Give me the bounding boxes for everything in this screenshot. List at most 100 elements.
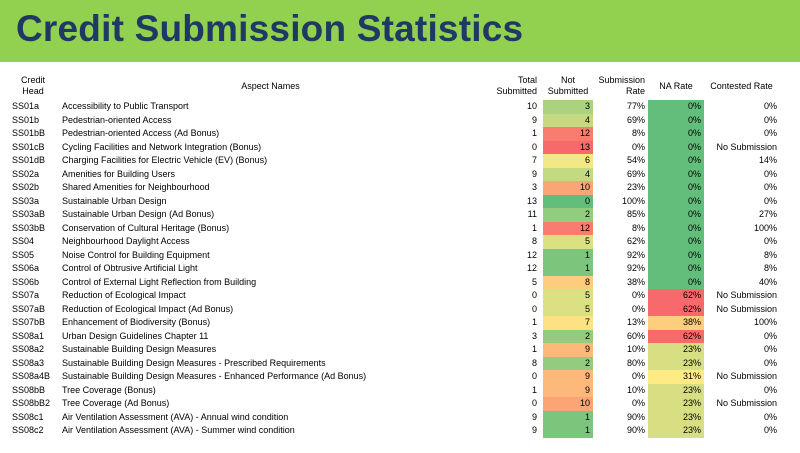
credit-head-cell: SS08a3 <box>12 357 45 368</box>
not-submitted-cell: 6 <box>543 154 593 168</box>
na-rate-cell: 23% <box>648 343 704 357</box>
table-row: SS07aB Reduction of Ecological Impact (Ad… <box>8 302 779 316</box>
table-row: SS03bB Conservation of Cultural Heritage … <box>8 221 779 235</box>
contested-rate-cell: 0% <box>763 114 777 125</box>
credit-head-cell: SS02b <box>12 182 40 192</box>
table-row: SS01b Pedestrian-oriented Access 9 4 69% 0% 0% <box>8 113 779 127</box>
aspect-name-cell: Charging Facilities for Electric Vehicle… <box>62 155 268 165</box>
na-rate-cell: 62% <box>648 329 704 343</box>
contested-rate-cell: 0% <box>763 168 777 179</box>
credit-head-cell: SS06a <box>12 263 40 273</box>
header-not-submitted: Not Submitted <box>547 75 589 96</box>
not-submitted-cell: 13 <box>543 140 593 154</box>
contested-rate-cell: 0% <box>763 182 777 192</box>
credit-head-cell: SS03aB <box>12 209 46 219</box>
not-submitted-cell: 2 <box>543 329 593 343</box>
credit-head-cell: SS08a1 <box>12 330 45 341</box>
not-submitted-cell: 8 <box>543 275 593 289</box>
table-row: SS08a4B Sustainable Building Design Measu… <box>8 370 779 384</box>
contested-rate-cell: 100% <box>753 317 777 327</box>
header-total-submitted: Total Submitted <box>496 75 537 96</box>
table-row: SS02a Amenities for Building Users 9 4 69% 0%… <box>8 167 779 181</box>
not-submitted-cell: 1 <box>543 424 593 438</box>
contested-rate-cell: No Submission <box>716 371 777 381</box>
not-submitted-cell: 7 <box>543 316 593 330</box>
aspect-name-cell: Conservation of Cultural Heritage (Bonus… <box>62 222 230 233</box>
page-title: Credit Submission Statistics <box>16 8 524 49</box>
table-header-row: Credit Head Aspect Names Total Submitted N… <box>8 72 779 100</box>
submission-rate-cell: 80% <box>626 357 645 368</box>
table-row: SS01dB Charging Facilities for Electric V… <box>8 154 779 168</box>
submission-rate-cell: 8% <box>631 222 645 233</box>
submission-rate-cell: 60% <box>626 330 645 341</box>
aspect-name-cell: Pedestrian-oriented Access (Ad Bonus) <box>62 128 220 138</box>
title-banner: Credit Submission Statistics <box>0 0 800 62</box>
na-rate-cell: 23% <box>648 356 704 370</box>
total-submitted-cell: 7 <box>531 155 537 165</box>
credit-head-cell: SS07a <box>12 290 40 300</box>
contested-rate-cell: 0% <box>763 411 777 422</box>
contested-rate-cell: 0% <box>763 425 777 435</box>
contested-rate-cell: 8% <box>763 249 777 260</box>
aspect-name-cell: Sustainable Urban Design (Ad Bonus) <box>62 209 215 219</box>
na-rate-cell: 38% <box>648 316 704 330</box>
contested-rate-cell: 27% <box>758 209 777 219</box>
not-submitted-cell: 12 <box>543 127 593 141</box>
aspect-name-cell: Reduction of Ecological Impact <box>62 290 186 300</box>
credit-head-cell: SS01b <box>12 114 40 125</box>
aspect-name-cell: Pedestrian-oriented Access <box>62 114 172 125</box>
credit-head-cell: SS01bB <box>12 128 46 138</box>
aspect-name-cell: Reduction of Ecological Impact (Ad Bonus… <box>62 303 234 314</box>
na-rate-cell: 0% <box>648 262 704 276</box>
credit-head-cell: SS08c1 <box>12 411 44 422</box>
table-row: SS02b Shared Amenities for Neighbourhood 3… <box>8 181 779 195</box>
na-rate-cell: 0% <box>648 248 704 262</box>
aspect-name-cell: Sustainable Building Design Measures - E… <box>62 371 367 381</box>
not-submitted-cell: 3 <box>543 100 593 114</box>
aspect-name-cell: Tree Coverage (Ad Bonus) <box>62 398 170 408</box>
na-rate-cell: 0% <box>648 208 704 222</box>
submission-rate-cell: 23% <box>626 182 645 192</box>
na-rate-cell: 0% <box>648 140 704 154</box>
credit-head-cell: SS01a <box>12 101 40 111</box>
na-rate-cell: 0% <box>648 194 704 208</box>
table-row: SS08a3 Sustainable Building Design Measur… <box>8 356 779 370</box>
credit-head-cell: SS08c2 <box>12 425 44 435</box>
not-submitted-cell: 5 <box>543 302 593 316</box>
table-row: SS01bB Pedestrian-oriented Access (Ad Bon… <box>8 127 779 141</box>
contested-rate-cell: 0% <box>763 101 777 111</box>
table-body: SS01a Accessibility to Public Transport 10… <box>8 100 779 438</box>
not-submitted-cell: 1 <box>543 248 593 262</box>
contested-rate-cell: 40% <box>758 276 777 287</box>
table-row: SS08a1 Urban Design Guidelines Chapter 11… <box>8 329 779 343</box>
credit-head-cell: SS08bB2 <box>12 398 51 408</box>
na-rate-cell: 62% <box>648 289 704 303</box>
credit-head-cell: SS01cB <box>12 141 45 152</box>
total-submitted-cell: 0 <box>531 398 537 408</box>
submission-rate-cell: 90% <box>626 411 645 422</box>
credit-head-cell: SS08bB <box>12 384 46 395</box>
aspect-name-cell: Shared Amenities for Neighbourhood <box>62 182 210 192</box>
contested-rate-cell: No Submission <box>716 303 777 314</box>
submission-rate-cell: 13% <box>626 317 645 327</box>
contested-rate-cell: No Submission <box>716 398 777 408</box>
contested-rate-cell: 0% <box>763 128 777 138</box>
total-submitted-cell: 9 <box>531 168 537 179</box>
submission-rate-cell: 85% <box>626 209 645 219</box>
total-submitted-cell: 11 <box>527 209 537 219</box>
submission-rate-cell: 92% <box>626 249 645 260</box>
table-row: SS06a Control of Obtrusive Artificial Lig… <box>8 262 779 276</box>
credit-head-cell: SS08a2 <box>12 344 45 354</box>
aspect-name-cell: Neighbourhood Daylight Access <box>62 236 190 246</box>
na-rate-cell: 0% <box>648 221 704 235</box>
not-submitted-cell: 4 <box>543 113 593 127</box>
submission-rate-cell: 69% <box>626 114 645 125</box>
table-row: SS06b Control of External Light Reflectio… <box>8 275 779 289</box>
contested-rate-cell: No Submission <box>716 290 777 300</box>
table-row: SS08bB2 Tree Coverage (Ad Bonus) 0 10 0% 23% N… <box>8 397 779 411</box>
submission-rate-cell: 69% <box>626 168 645 179</box>
total-submitted-cell: 13 <box>526 195 537 206</box>
total-submitted-cell: 0 <box>531 303 537 314</box>
contested-rate-cell: 14% <box>758 155 777 165</box>
submission-rate-cell: 0% <box>631 303 645 314</box>
